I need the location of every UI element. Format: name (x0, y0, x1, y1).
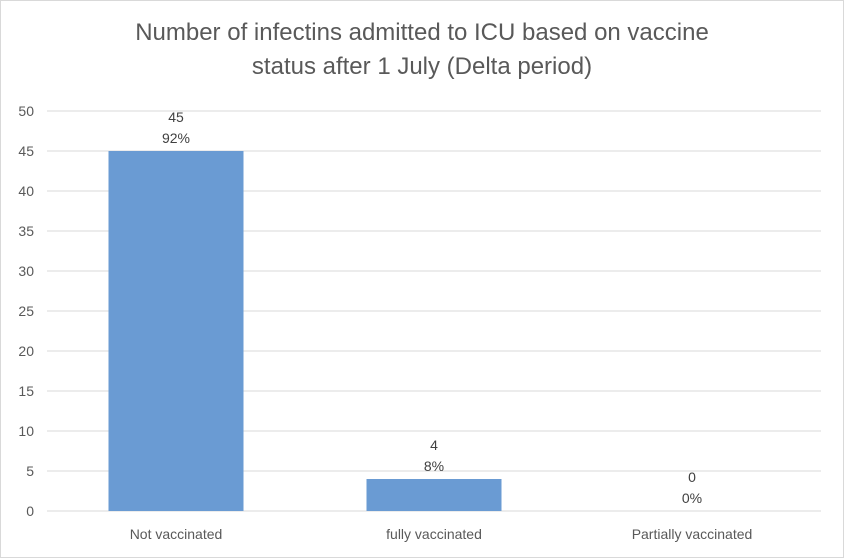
x-tick-label: Partially vaccinated (632, 526, 753, 542)
y-tick-label: 15 (18, 383, 34, 399)
y-tick-label: 0 (26, 503, 34, 519)
data-label-percent: 8% (424, 458, 444, 474)
y-tick-label: 35 (18, 223, 34, 239)
y-tick-label: 30 (18, 263, 34, 279)
data-labels: 92% 45 8% 4 0% 0 (162, 109, 702, 506)
x-tick-label: fully vaccinated (386, 526, 482, 542)
y-tick-label: 25 (18, 303, 34, 319)
x-axis-tick-labels: Not vaccinated fully vaccinated Partially … (130, 526, 753, 542)
y-tick-label: 10 (18, 423, 34, 439)
y-tick-label: 45 (18, 143, 34, 159)
data-label-percent: 92% (162, 130, 190, 146)
y-tick-label: 20 (18, 343, 34, 359)
bars (108, 151, 502, 511)
chart-title-line-2: status after 1 July (Delta period) (251, 53, 593, 80)
data-label-value: 45 (168, 109, 184, 125)
bar (366, 479, 502, 511)
x-tick-label: Not vaccinated (130, 526, 223, 542)
y-axis-tick-labels: 0 5 10 15 20 25 30 35 40 45 50 (18, 103, 34, 519)
data-label-value: 0 (688, 469, 696, 485)
chart-title: Number of infectins admitted to ICU base… (0, 16, 844, 84)
bar (108, 151, 244, 511)
data-label-value: 4 (430, 437, 438, 453)
chart-title-line-1: Number of infectins admitted to ICU base… (135, 19, 709, 46)
y-tick-label: 5 (26, 463, 34, 479)
data-label-percent: 0% (682, 490, 702, 506)
y-tick-label: 50 (18, 103, 34, 119)
y-tick-label: 40 (18, 183, 34, 199)
